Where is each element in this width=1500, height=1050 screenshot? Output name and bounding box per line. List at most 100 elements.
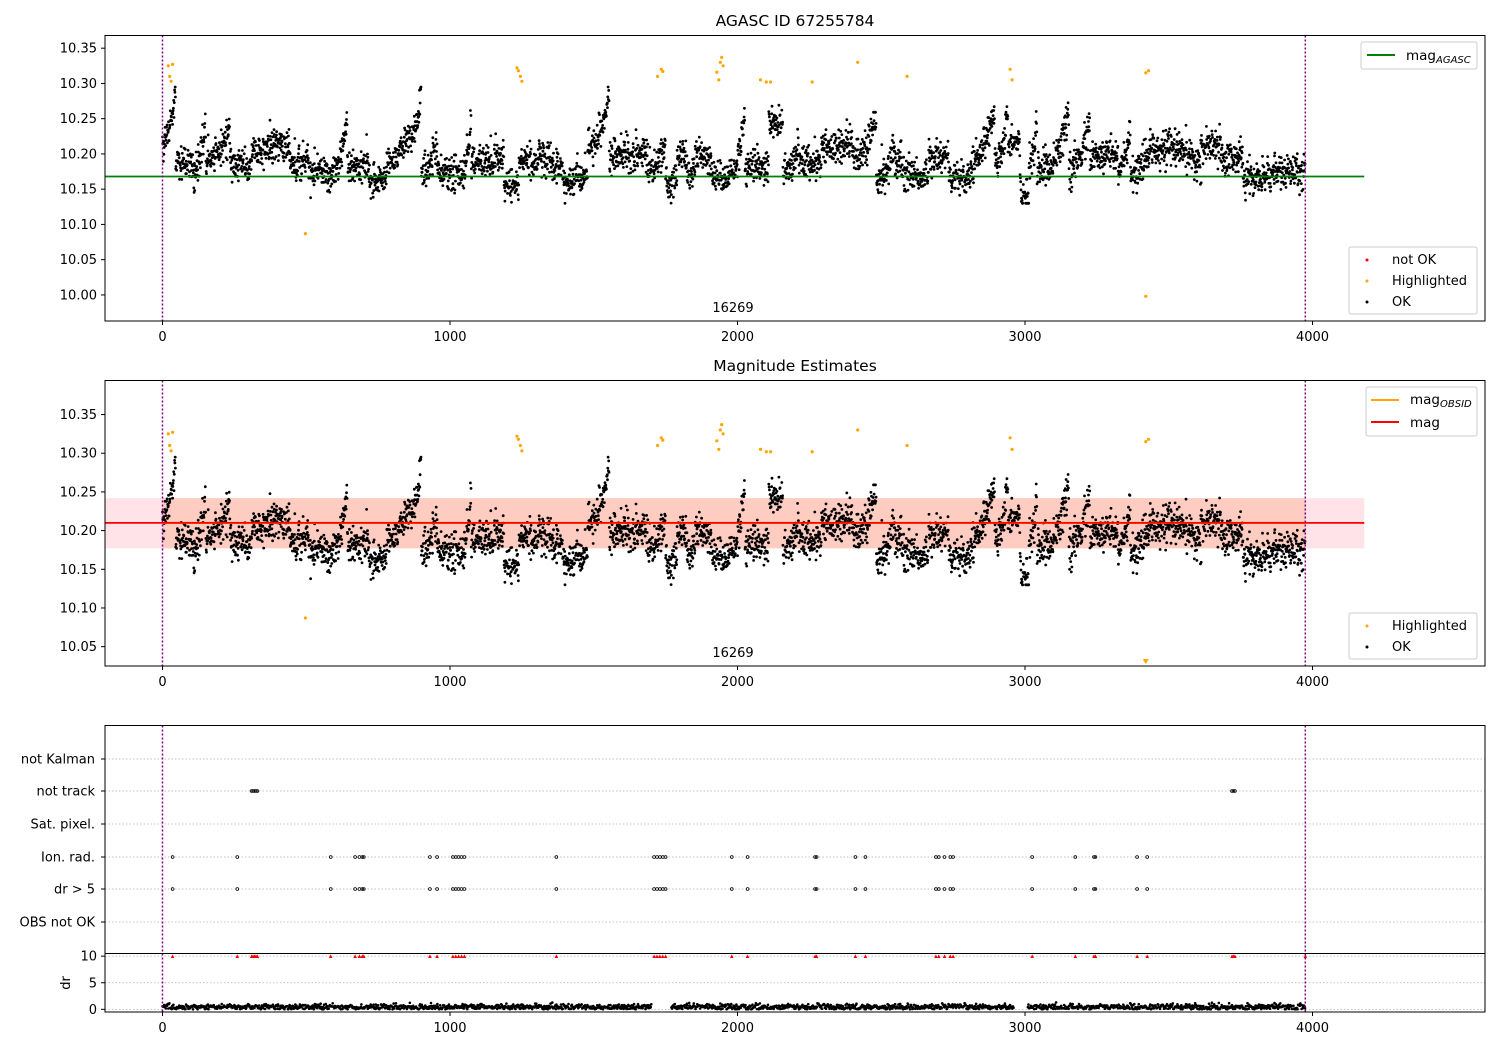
data-point bbox=[992, 105, 996, 109]
data-point bbox=[742, 121, 746, 125]
data-point bbox=[394, 527, 397, 530]
data-point bbox=[1263, 188, 1267, 192]
data-point bbox=[520, 79, 524, 83]
data-point bbox=[835, 136, 838, 140]
data-point bbox=[915, 156, 918, 159]
data-point bbox=[916, 179, 920, 183]
data-point bbox=[861, 154, 865, 158]
data-point bbox=[988, 144, 991, 147]
data-point bbox=[275, 130, 278, 134]
data-point bbox=[898, 169, 902, 173]
data-point bbox=[499, 152, 502, 156]
data-point bbox=[1040, 165, 1043, 168]
data-point bbox=[296, 169, 299, 173]
data-point bbox=[872, 119, 876, 123]
data-point bbox=[344, 505, 347, 508]
data-point bbox=[440, 169, 443, 172]
data-point bbox=[859, 142, 863, 146]
data-point bbox=[938, 165, 942, 169]
data-point bbox=[1025, 177, 1029, 181]
data-point bbox=[250, 159, 254, 163]
data-point bbox=[885, 171, 889, 175]
data-point bbox=[932, 151, 935, 155]
data-point bbox=[548, 155, 552, 159]
data-point bbox=[431, 517, 435, 521]
data-point bbox=[1097, 163, 1101, 167]
data-point bbox=[583, 151, 587, 155]
data-point bbox=[501, 162, 504, 166]
data-point bbox=[613, 139, 617, 143]
data-point bbox=[170, 115, 173, 119]
data-point bbox=[1059, 138, 1063, 142]
data-point bbox=[212, 540, 216, 544]
data-point bbox=[203, 495, 207, 499]
data-point bbox=[185, 541, 189, 545]
data-point bbox=[1155, 139, 1159, 143]
data-point bbox=[636, 161, 639, 165]
data-point bbox=[536, 148, 540, 151]
data-point bbox=[795, 158, 799, 161]
data-point bbox=[287, 509, 290, 513]
data-point bbox=[1221, 169, 1224, 172]
data-point bbox=[245, 162, 249, 166]
data-point bbox=[636, 164, 640, 168]
data-point bbox=[623, 160, 627, 164]
data-point bbox=[168, 500, 172, 503]
data-point bbox=[276, 145, 279, 149]
data-point bbox=[904, 159, 908, 163]
data-point bbox=[248, 551, 252, 554]
data-point bbox=[1081, 141, 1085, 145]
data-point bbox=[324, 557, 328, 560]
data-point bbox=[1173, 142, 1176, 146]
data-point bbox=[616, 164, 620, 168]
data-point bbox=[342, 518, 345, 521]
data-point bbox=[196, 179, 200, 182]
data-point bbox=[641, 164, 644, 168]
data-point bbox=[384, 182, 388, 186]
data-point bbox=[228, 125, 231, 129]
data-point bbox=[229, 523, 233, 527]
data-point bbox=[398, 145, 402, 149]
data-point bbox=[888, 167, 892, 171]
data-point bbox=[182, 534, 186, 538]
data-point bbox=[983, 156, 987, 160]
data-point bbox=[260, 157, 264, 160]
data-point bbox=[427, 555, 431, 559]
data-point bbox=[254, 140, 257, 144]
data-point bbox=[1201, 162, 1205, 166]
data-point bbox=[1211, 149, 1215, 152]
data-point bbox=[461, 159, 464, 163]
data-point bbox=[684, 139, 688, 143]
data-point bbox=[305, 149, 309, 152]
data-point bbox=[494, 165, 497, 168]
data-point bbox=[822, 141, 826, 145]
data-point bbox=[660, 164, 663, 168]
data-point bbox=[214, 136, 217, 140]
data-point bbox=[541, 149, 545, 153]
data-point bbox=[178, 163, 182, 167]
data-point bbox=[813, 135, 817, 139]
data-point bbox=[1241, 161, 1245, 165]
data-point bbox=[973, 167, 977, 171]
data-point bbox=[1147, 162, 1151, 165]
data-point bbox=[1298, 193, 1301, 197]
data-point bbox=[1068, 187, 1071, 191]
data-point bbox=[580, 187, 584, 190]
data-point bbox=[1038, 180, 1042, 184]
data-point bbox=[270, 505, 274, 509]
data-point bbox=[1227, 152, 1231, 156]
data-point bbox=[326, 561, 330, 564]
data-point bbox=[590, 149, 594, 153]
data-point bbox=[364, 531, 367, 535]
data-point bbox=[796, 127, 799, 131]
data-point bbox=[1064, 126, 1068, 129]
data-point bbox=[230, 560, 234, 563]
data-point bbox=[678, 145, 682, 149]
data-point bbox=[177, 152, 181, 156]
data-point bbox=[1094, 142, 1098, 146]
data-point bbox=[1062, 131, 1066, 135]
data-point bbox=[1042, 170, 1046, 174]
data-point bbox=[394, 150, 397, 154]
data-point bbox=[946, 139, 950, 143]
data-point bbox=[486, 151, 490, 154]
